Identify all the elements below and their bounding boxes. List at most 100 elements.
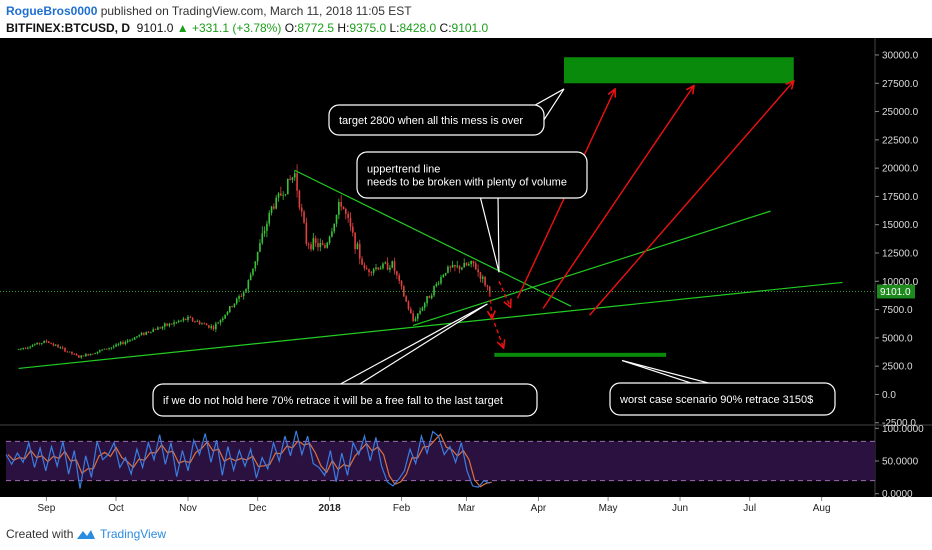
candle-body — [143, 332, 145, 335]
candle-body — [440, 277, 442, 284]
candle-body — [377, 267, 380, 270]
candle-body — [389, 267, 391, 270]
price-tick-label: 27500.0 — [882, 79, 919, 90]
candle-body — [221, 318, 224, 321]
candle-body — [249, 274, 252, 281]
candle-body — [284, 194, 287, 196]
candle-body — [484, 276, 486, 286]
candle-body — [73, 353, 76, 355]
support-line[interactable] — [18, 281, 843, 370]
candle-body — [224, 314, 226, 319]
time-tick-label: May — [599, 503, 618, 514]
candle-body — [412, 313, 414, 321]
tradingview-brand[interactable]: TradingView — [76, 525, 166, 543]
chart-canvas[interactable]: target 2800 when all this mess is over up… — [0, 38, 932, 516]
candle-body — [64, 347, 66, 352]
candle-body — [75, 353, 78, 356]
rsi-axis[interactable]: 100.0000 50.0000 0.0000 — [875, 424, 924, 500]
time-axis[interactable]: Sep Oct Nov Dec 2018 Feb Mar Apr May Jun Jul Aug — [38, 497, 831, 514]
candle-body — [108, 348, 110, 350]
target-zone[interactable] — [563, 57, 794, 84]
author-link[interactable]: RogueBros0000 — [6, 4, 98, 18]
up-arrow[interactable] — [542, 86, 694, 309]
candle-body — [57, 344, 59, 348]
candle-body — [34, 344, 36, 346]
candle-body — [365, 268, 368, 270]
time-tick-label: Aug — [813, 503, 831, 514]
candle-body — [217, 322, 219, 324]
up-arrow[interactable] — [588, 81, 794, 316]
candle-body — [338, 202, 340, 215]
candle-body — [131, 339, 134, 341]
callout-worst-text: worst case scenario 90% retrace 3150$ — [619, 394, 813, 406]
last-price-tag-label: 9101.0 — [880, 287, 911, 298]
price-tick-label: 12500.0 — [882, 249, 919, 260]
candle-body — [175, 321, 178, 323]
tradingview-link[interactable]: TradingView — [100, 527, 167, 541]
candle-body — [375, 267, 377, 270]
callout-hold[interactable]: if we do not hold here 70% retrace it wi… — [152, 303, 538, 417]
symbol-label[interactable]: BITFINEX:BTCUSD, D — [6, 21, 130, 35]
candle-body — [29, 346, 31, 348]
price-axis[interactable]: 30000.0 27500.0 25000.0 22500.0 20000.0 17500… — [875, 50, 919, 429]
time-tick-label: Dec — [249, 503, 267, 514]
candle-body — [423, 303, 426, 308]
price-tick-label: 7500.0 — [882, 305, 913, 316]
candle-body — [152, 329, 154, 332]
candle-body — [314, 238, 317, 243]
candle-body — [50, 342, 52, 344]
uptrend-line[interactable] — [412, 210, 771, 326]
candle-body — [333, 223, 336, 232]
down-arrow[interactable] — [491, 316, 504, 348]
candle-body — [43, 340, 45, 343]
candle-body — [198, 321, 201, 325]
candle-body — [133, 337, 136, 340]
candle-body — [203, 323, 206, 325]
candle-body — [289, 178, 291, 180]
callout-target[interactable]: target 2800 when all this mess is over — [328, 88, 565, 136]
candle-body — [20, 348, 22, 350]
candle-body — [368, 269, 370, 273]
candle-body — [300, 207, 303, 212]
candle-body — [349, 217, 352, 227]
candle-body — [461, 267, 463, 270]
rsi-indicator — [5, 430, 875, 489]
candle-body — [433, 285, 435, 296]
candle-body — [150, 331, 152, 333]
candle-body — [110, 347, 113, 349]
rsi-tick-label: 0.0000 — [882, 489, 913, 500]
candle-body — [154, 329, 157, 331]
candle-body — [40, 342, 43, 344]
worst-case-zone[interactable] — [494, 352, 667, 357]
candle-body — [477, 269, 479, 273]
candle-body — [252, 268, 254, 275]
candle-body — [486, 285, 489, 287]
candle-body — [268, 212, 271, 224]
callout-worst[interactable]: worst case scenario 90% retrace 3150$ — [609, 359, 836, 416]
candle-body — [98, 350, 101, 352]
candle-body — [78, 355, 80, 358]
candle-body — [226, 311, 229, 315]
created-with-label: Created with — [6, 527, 74, 541]
down-arrow[interactable] — [490, 292, 492, 319]
down-arrow[interactable] — [498, 281, 511, 307]
candle-body — [340, 202, 342, 207]
candle-body — [24, 348, 27, 349]
candle-body — [187, 316, 189, 320]
footer: Created with TradingView — [0, 516, 932, 550]
candle-body — [68, 351, 71, 353]
candle-body — [275, 197, 278, 209]
candle-body — [414, 318, 417, 321]
candle-body — [331, 231, 333, 237]
time-axis-background — [0, 497, 932, 516]
candle-body — [270, 206, 273, 213]
candle-body — [231, 306, 233, 307]
candle-body — [233, 303, 236, 307]
candle-body — [444, 272, 447, 276]
candle-body — [242, 292, 245, 297]
tradingview-logo-icon — [77, 530, 95, 539]
candle-body — [66, 351, 69, 353]
candle-body — [351, 226, 354, 233]
candle-body — [266, 223, 268, 231]
